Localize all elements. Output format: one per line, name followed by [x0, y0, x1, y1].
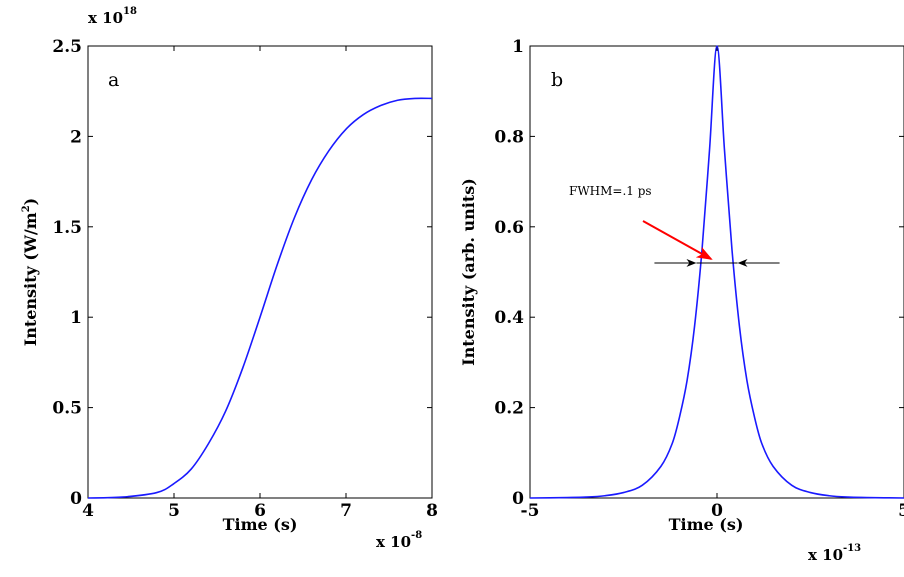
x-axis-label-b: Time (s): [669, 515, 744, 534]
x-multiplier-a: x 10-8: [376, 530, 422, 551]
chart-panel-b: -50500.20.40.60.81 b x 10-13 Time (s) In…: [459, 37, 904, 564]
tick-labels-a: 4 5 6 7 8 0 0.5 1 1.5 2 2.5: [52, 37, 438, 521]
x-axis-label-a: Time (s): [223, 515, 298, 534]
y-tick-label: 1: [70, 308, 82, 328]
x-tick-label: 5: [898, 501, 904, 521]
fwhm-red-arrow: [642, 220, 713, 260]
y-tick-label: 1: [512, 37, 524, 57]
y-multiplier-a: x 1018: [88, 6, 137, 27]
y-axis-label-a: Intensity (W/m2): [21, 198, 40, 347]
y-axis-label-b: Intensity (arb. units): [459, 178, 478, 366]
y-tick-label: 0.6: [494, 218, 524, 238]
x-tick-label: 6: [254, 501, 266, 521]
plot-area-b: [529, 45, 904, 499]
y-tick-label: 2.5: [52, 37, 82, 57]
y-tick-label: 1.5: [52, 218, 82, 238]
intensity-curve-b: [529, 45, 904, 499]
x-multiplier-b: x 10-13: [808, 543, 861, 564]
y-tick-label: 0.4: [494, 308, 524, 328]
y-tick-label: 0: [512, 489, 524, 509]
x-tick-label: 8: [426, 501, 438, 521]
panel-label-a: a: [108, 69, 119, 91]
y-tick-label: 0.5: [52, 399, 82, 419]
y-tick-label: 0.2: [494, 399, 524, 419]
x-tick-label: 5: [168, 501, 180, 521]
tick-labels-b: -50500.20.40.60.81: [494, 37, 904, 521]
y-tick-label: 0: [70, 489, 82, 509]
chart-panel-a: 4 5 6 7 8 0 0.5 1 1.5 2 2.5 a x 1018 x 10-8 Time (…: [21, 6, 438, 551]
fwhm-annotation: FWHM=.1 ps: [569, 184, 780, 267]
y-tick-label: 0.8: [494, 127, 524, 147]
intensity-curve-a: [87, 97, 433, 499]
plot-area-a: [87, 45, 433, 499]
x-tick-label: 7: [340, 501, 352, 521]
x-tick-label: 4: [82, 501, 94, 521]
x-tick-label: 0: [711, 501, 723, 521]
fwhm-label: FWHM=.1 ps: [569, 184, 652, 198]
panel-label-b: b: [551, 69, 563, 91]
y-tick-label: 2: [70, 127, 82, 147]
x-tick-label: -5: [521, 501, 540, 521]
